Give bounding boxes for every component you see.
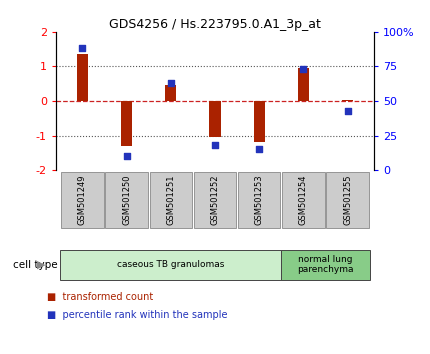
Text: GSM501250: GSM501250 — [122, 175, 131, 225]
Text: normal lung
parenchyma: normal lung parenchyma — [297, 255, 354, 274]
Text: GSM501253: GSM501253 — [255, 174, 264, 225]
FancyBboxPatch shape — [61, 172, 104, 228]
Point — [300, 66, 307, 72]
Text: cell type: cell type — [13, 259, 58, 270]
Text: GSM501255: GSM501255 — [343, 175, 352, 225]
Point — [123, 153, 130, 159]
Bar — [121, 101, 132, 146]
Bar — [298, 68, 309, 101]
FancyBboxPatch shape — [238, 172, 280, 228]
Point — [256, 147, 263, 152]
Text: GSM501252: GSM501252 — [211, 175, 219, 225]
FancyBboxPatch shape — [194, 172, 236, 228]
Text: GSM501249: GSM501249 — [78, 175, 87, 225]
Point — [212, 142, 218, 148]
Text: GSM501251: GSM501251 — [166, 175, 175, 225]
Bar — [209, 101, 221, 137]
FancyBboxPatch shape — [60, 250, 281, 280]
Point — [167, 80, 174, 86]
Bar — [254, 101, 265, 142]
Bar — [77, 54, 88, 101]
Bar — [165, 85, 176, 101]
Text: GSM501254: GSM501254 — [299, 175, 308, 225]
Text: caseous TB granulomas: caseous TB granulomas — [117, 260, 224, 269]
FancyBboxPatch shape — [105, 172, 148, 228]
Text: ■  transformed count: ■ transformed count — [47, 292, 154, 302]
FancyBboxPatch shape — [282, 172, 325, 228]
Text: ▶: ▶ — [37, 259, 45, 270]
FancyBboxPatch shape — [281, 250, 370, 280]
Title: GDS4256 / Hs.223795.0.A1_3p_at: GDS4256 / Hs.223795.0.A1_3p_at — [109, 18, 321, 31]
Bar — [342, 100, 353, 101]
Point — [344, 108, 351, 114]
Point — [79, 46, 86, 51]
FancyBboxPatch shape — [326, 172, 369, 228]
FancyBboxPatch shape — [150, 172, 192, 228]
Text: ■  percentile rank within the sample: ■ percentile rank within the sample — [47, 310, 228, 320]
